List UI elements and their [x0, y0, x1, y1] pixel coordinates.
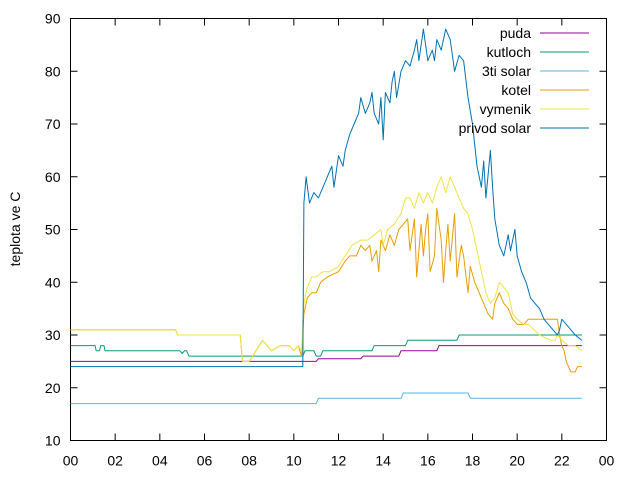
x-tick-label: 00 [63, 453, 79, 469]
legend-label: privod solar [459, 120, 532, 136]
y-tick-label: 80 [45, 63, 61, 79]
y-tick-label: 70 [45, 116, 61, 132]
data-series [70, 28, 583, 405]
y-tick-label: 50 [45, 222, 61, 238]
series-line-privod-solar [70, 28, 583, 368]
axis-ticks: 00 02 04 06 08 10 12 14 16 18 20 22 0010203040506070… [45, 11, 615, 469]
legend: puda kutloch 3ti solar kotel vymenik privod s… [459, 25, 589, 136]
x-tick-label: 06 [197, 453, 213, 469]
legend-label: kutloch [487, 44, 531, 60]
x-tick-label: 14 [375, 453, 391, 469]
x-tick-label: 04 [152, 453, 168, 469]
legend-label: 3ti solar [482, 63, 531, 79]
x-tick-label: 22 [554, 453, 570, 469]
x-tick-label: 10 [286, 453, 302, 469]
y-axis-label: teplota ve C [7, 192, 23, 267]
series-line-vymenik [70, 176, 583, 362]
x-tick-label: 08 [241, 453, 257, 469]
x-tick-label: 18 [465, 453, 481, 469]
series-line-3ti-solar [70, 392, 582, 405]
x-tick-label: 12 [331, 453, 347, 469]
legend-label: puda [500, 25, 531, 41]
x-tick-label: 02 [107, 453, 123, 469]
legend-label: kotel [501, 82, 531, 98]
y-tick-label: 90 [45, 11, 61, 27]
y-tick-label: 20 [45, 380, 61, 396]
series-line-puda [70, 345, 582, 362]
x-tick-label: 00 [599, 453, 615, 469]
x-tick-label: 20 [509, 453, 525, 469]
legend-label: vymenik [480, 101, 532, 117]
y-tick-label: 40 [45, 274, 61, 290]
y-tick-label: 30 [45, 327, 61, 343]
x-tick-label: 16 [420, 453, 436, 469]
y-tick-label: 10 [45, 433, 61, 449]
y-tick-label: 60 [45, 169, 61, 185]
